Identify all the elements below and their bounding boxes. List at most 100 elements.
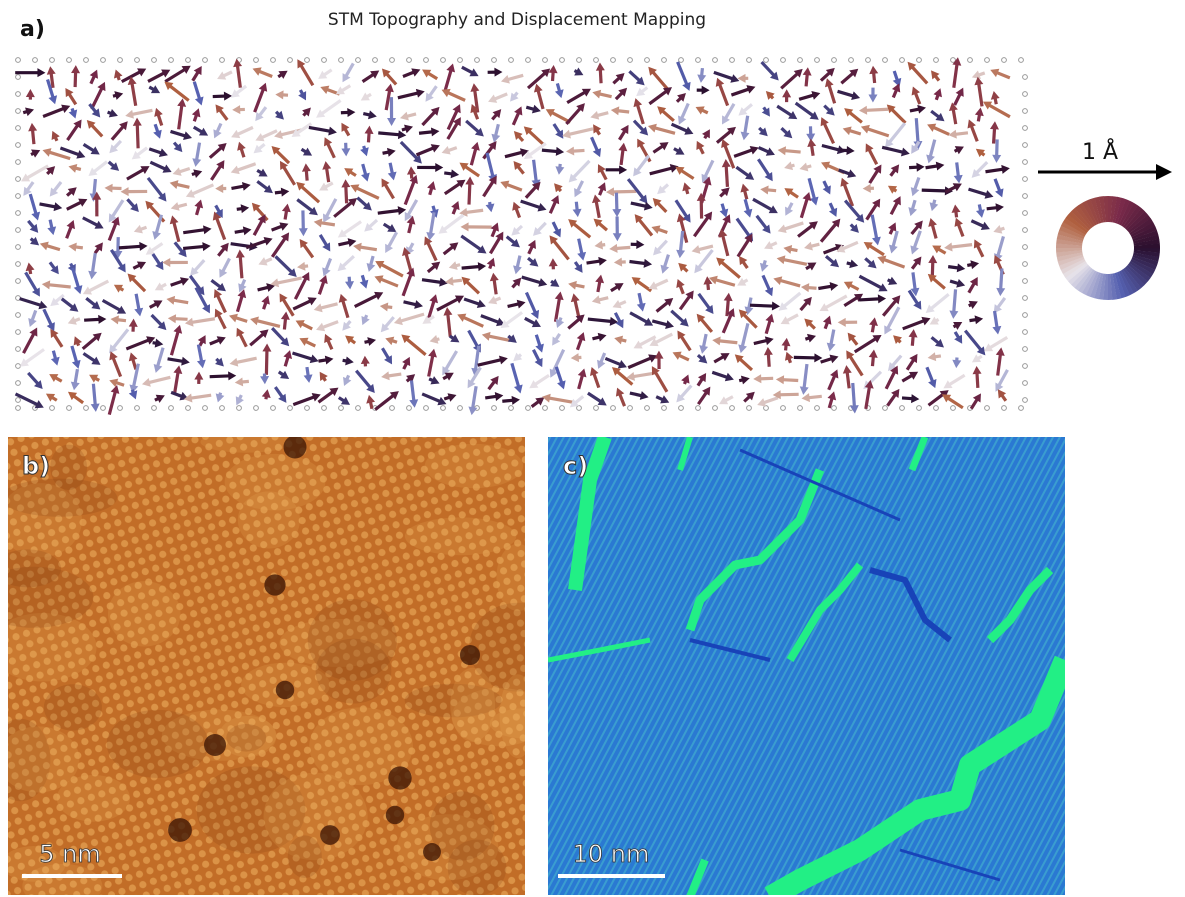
displacement-arrow-head [863, 184, 871, 193]
displacement-arrow [481, 316, 501, 323]
lattice-site [356, 58, 361, 63]
displacement-arrow [487, 336, 510, 341]
displacement-arrow-head [573, 209, 582, 217]
displacement-arrow-head [783, 245, 792, 254]
displacement-arrow [922, 190, 948, 191]
displacement-arrow [93, 384, 95, 407]
displacement-arrow [179, 103, 182, 129]
displacement-arrow-head [869, 317, 878, 326]
displacement-arrow-head [889, 245, 898, 254]
lattice-site [645, 406, 650, 411]
displacement-arrow-head [88, 271, 97, 280]
displacement-arrow-head [26, 89, 35, 97]
lattice-site [16, 381, 21, 386]
displacement-arrow-head [282, 204, 291, 213]
displacement-arrow-head [43, 148, 52, 157]
displacement-arrow-head [104, 184, 112, 193]
displacement-arrow [654, 334, 672, 343]
displacement-arrow-head [380, 302, 388, 311]
displacement-arrow-head [68, 243, 76, 252]
displacement-arrow [969, 189, 989, 195]
displacement-arrow [157, 348, 163, 368]
displacement-arrow [753, 199, 774, 211]
displacement-arrow-head [562, 130, 571, 139]
displacement-arrow-head [501, 75, 510, 84]
displacement-arrow-head [555, 89, 564, 98]
displacement-arrow [737, 219, 750, 238]
displacement-arrow [148, 72, 166, 81]
displacement-arrow-head [595, 241, 604, 250]
displacement-arrow [276, 256, 294, 273]
displacement-arrow-head [534, 84, 543, 93]
displacement-arrow-head [407, 166, 416, 174]
defect [460, 645, 480, 665]
lattice-site [594, 58, 599, 63]
displacement-arrow-head [431, 127, 439, 136]
displacement-arrow-head [764, 347, 773, 355]
lattice-site [985, 406, 990, 411]
lattice-site [747, 58, 752, 63]
displacement-arrow [949, 245, 972, 248]
lattice-site [16, 194, 21, 199]
displacement-arrow-head [682, 182, 691, 191]
displacement-arrow-head [952, 360, 961, 368]
lattice-site [560, 406, 565, 411]
defect [204, 734, 226, 756]
displacement-arrow [778, 394, 799, 395]
displacement-arrow-head [48, 95, 57, 104]
lattice-site [1023, 143, 1028, 148]
displacement-arrow-head [665, 320, 674, 329]
lattice-site [16, 143, 21, 148]
displacement-arrow-head [304, 374, 313, 383]
displacement-arrow-head [325, 356, 334, 365]
displacement-arrow-head [568, 281, 577, 290]
displacement-arrow [929, 393, 945, 405]
lattice-site [33, 58, 38, 63]
displacement-arrow [714, 72, 735, 79]
displacement-arrow [948, 375, 965, 386]
displacement-arrow-head [71, 65, 80, 73]
lattice-site [730, 58, 735, 63]
displacement-arrow-head [928, 218, 937, 227]
displacement-arrow [654, 370, 667, 391]
displacement-arrow-head [654, 351, 663, 359]
lattice-site [1023, 279, 1028, 284]
displacement-arrow [872, 215, 877, 241]
displacement-arrow-head [598, 333, 607, 342]
lattice-site [152, 58, 157, 63]
displacement-arrow-head [37, 68, 45, 77]
lattice-site [781, 58, 786, 63]
displacement-arrow-head [741, 376, 750, 385]
lattice-site [1023, 330, 1028, 335]
displacement-arrow [555, 296, 559, 321]
lattice-site [679, 58, 684, 63]
displacement-arrow-head [606, 187, 614, 196]
displacement-arrow [762, 62, 776, 77]
scale-label: 1 Å [1082, 138, 1118, 165]
lattice-site [288, 58, 293, 63]
displacement-arrow-head [366, 395, 375, 404]
lattice-site [16, 126, 21, 131]
displacement-arrow-head [811, 91, 820, 100]
displacement-arrow [882, 147, 905, 152]
displacement-arrow [334, 201, 353, 217]
displacement-arrow [888, 123, 905, 144]
displacement-arrow-head [592, 295, 601, 304]
displacement-arrow [255, 320, 280, 326]
displacement-arrow [132, 81, 136, 105]
displacement-arrow-head [449, 261, 458, 270]
displacement-arrow-head [129, 352, 138, 361]
displacement-arrow [171, 330, 178, 356]
displacement-arrow-head [724, 293, 733, 301]
displacement-arrow [572, 161, 589, 179]
displacement-arrow-head [490, 273, 499, 282]
lattice-site [628, 406, 633, 411]
displacement-arrow-head [777, 255, 786, 264]
displacement-arrow [156, 215, 162, 235]
displacement-arrow-head [194, 372, 203, 380]
displacement-arrow-head [975, 108, 984, 117]
displacement-arrow-head [619, 165, 627, 174]
displacement-arrow-head [555, 291, 564, 300]
lattice-site [628, 58, 633, 63]
displacement-arrow-head [975, 315, 984, 324]
